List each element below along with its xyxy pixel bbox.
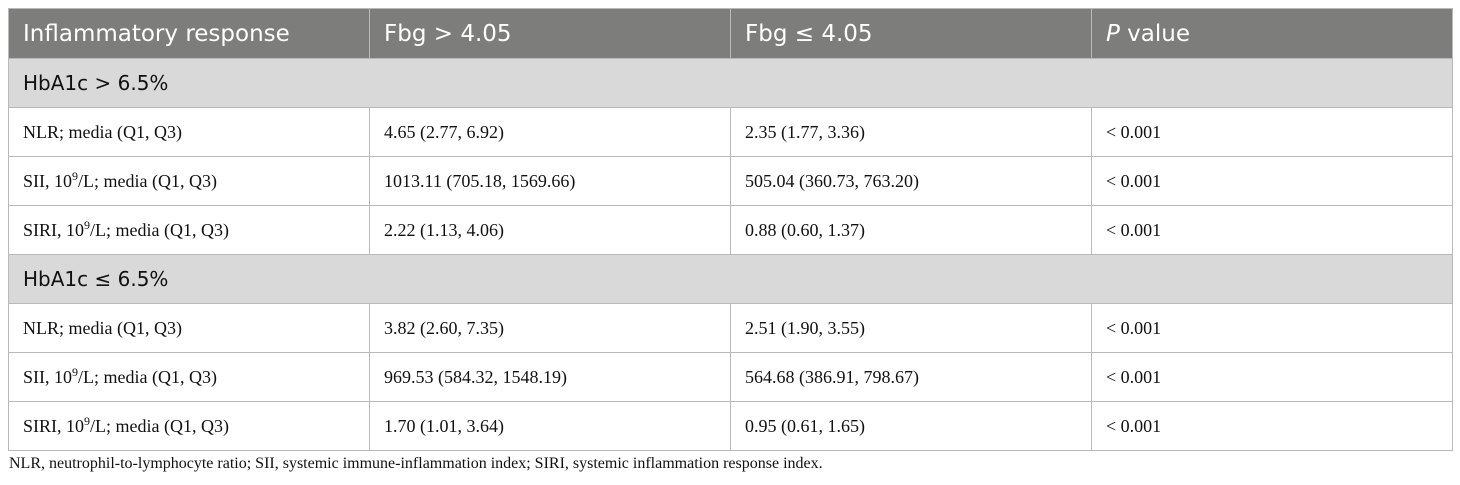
table-row: SII, 109/L; media (Q1, Q3) 1013.11 (705.… <box>8 156 1453 206</box>
inflammatory-response-table: Inflammatory response Fbg > 4.05 Fbg ≤ 4… <box>8 8 1453 451</box>
group-label: HbA1c ≤ 6.5% <box>8 254 1453 304</box>
cell-fbg-high: 2.22 (1.13, 4.06) <box>369 205 731 255</box>
row-measure: NLR; media (Q1, Q3) <box>8 303 370 353</box>
header-p-value: P value <box>1091 8 1453 59</box>
header-fbg-high: Fbg > 4.05 <box>369 8 731 59</box>
measure-unit: /L; media (Q1, Q3) <box>90 415 229 436</box>
cell-p-value: < 0.001 <box>1091 205 1453 255</box>
table-footnote: NLR, neutrophil-to-lymphocyte ratio; SII… <box>9 455 823 472</box>
row-measure: SIRI, 109/L; media (Q1, Q3) <box>8 401 370 451</box>
row-measure: NLR; media (Q1, Q3) <box>8 107 370 157</box>
cell-fbg-low: 0.88 (0.60, 1.37) <box>730 205 1092 255</box>
group-row-hba1c-high: HbA1c > 6.5% <box>8 58 1453 108</box>
measure-text: SIRI, 10 <box>23 219 85 240</box>
header-p-rest: value <box>1119 20 1191 47</box>
header-fbg-low: Fbg ≤ 4.05 <box>730 8 1092 59</box>
cell-fbg-high: 969.53 (584.32, 1548.19) <box>369 352 731 402</box>
cell-fbg-low: 2.35 (1.77, 3.36) <box>730 107 1092 157</box>
measure-text: SII, 10 <box>23 366 72 387</box>
cell-fbg-low: 0.95 (0.61, 1.65) <box>730 401 1092 451</box>
measure-exponent: 9 <box>72 364 78 379</box>
cell-p-value: < 0.001 <box>1091 156 1453 206</box>
cell-fbg-low: 505.04 (360.73, 763.20) <box>730 156 1092 206</box>
cell-p-value: < 0.001 <box>1091 107 1453 157</box>
measure-text: NLR; media (Q1, Q3) <box>23 121 182 142</box>
measure-text: SII, 10 <box>23 170 72 191</box>
row-measure: SII, 109/L; media (Q1, Q3) <box>8 352 370 402</box>
cell-p-value: < 0.001 <box>1091 352 1453 402</box>
measure-text: SIRI, 10 <box>23 415 85 436</box>
group-label: HbA1c > 6.5% <box>8 58 1453 108</box>
cell-fbg-high: 1013.11 (705.18, 1569.66) <box>369 156 731 206</box>
table-header-row: Inflammatory response Fbg > 4.05 Fbg ≤ 4… <box>8 8 1453 59</box>
measure-exponent: 9 <box>72 168 78 183</box>
cell-p-value: < 0.001 <box>1091 401 1453 451</box>
row-measure: SII, 109/L; media (Q1, Q3) <box>8 156 370 206</box>
header-inflammatory-response: Inflammatory response <box>8 8 370 59</box>
cell-fbg-high: 3.82 (2.60, 7.35) <box>369 303 731 353</box>
table-row: SIRI, 109/L; media (Q1, Q3) 1.70 (1.01, … <box>8 401 1453 451</box>
table-row: NLR; media (Q1, Q3) 3.82 (2.60, 7.35) 2.… <box>8 303 1453 353</box>
measure-text: NLR; media (Q1, Q3) <box>23 317 182 338</box>
cell-fbg-low: 2.51 (1.90, 3.55) <box>730 303 1092 353</box>
header-p-italic: P <box>1106 20 1120 47</box>
measure-unit: /L; media (Q1, Q3) <box>78 366 217 387</box>
cell-fbg-high: 4.65 (2.77, 6.92) <box>369 107 731 157</box>
row-measure: SIRI, 109/L; media (Q1, Q3) <box>8 205 370 255</box>
measure-exponent: 9 <box>84 217 91 232</box>
cell-fbg-low: 564.68 (386.91, 798.67) <box>730 352 1092 402</box>
measure-exponent: 9 <box>84 413 91 428</box>
cell-fbg-high: 1.70 (1.01, 3.64) <box>369 401 731 451</box>
table-row: NLR; media (Q1, Q3) 4.65 (2.77, 6.92) 2.… <box>8 107 1453 157</box>
table-row: SIRI, 109/L; media (Q1, Q3) 2.22 (1.13, … <box>8 205 1453 255</box>
group-row-hba1c-low: HbA1c ≤ 6.5% <box>8 254 1453 304</box>
measure-unit: /L; media (Q1, Q3) <box>90 219 229 240</box>
cell-p-value: < 0.001 <box>1091 303 1453 353</box>
table-row: SII, 109/L; media (Q1, Q3) 969.53 (584.3… <box>8 352 1453 402</box>
measure-unit: /L; media (Q1, Q3) <box>78 170 217 191</box>
